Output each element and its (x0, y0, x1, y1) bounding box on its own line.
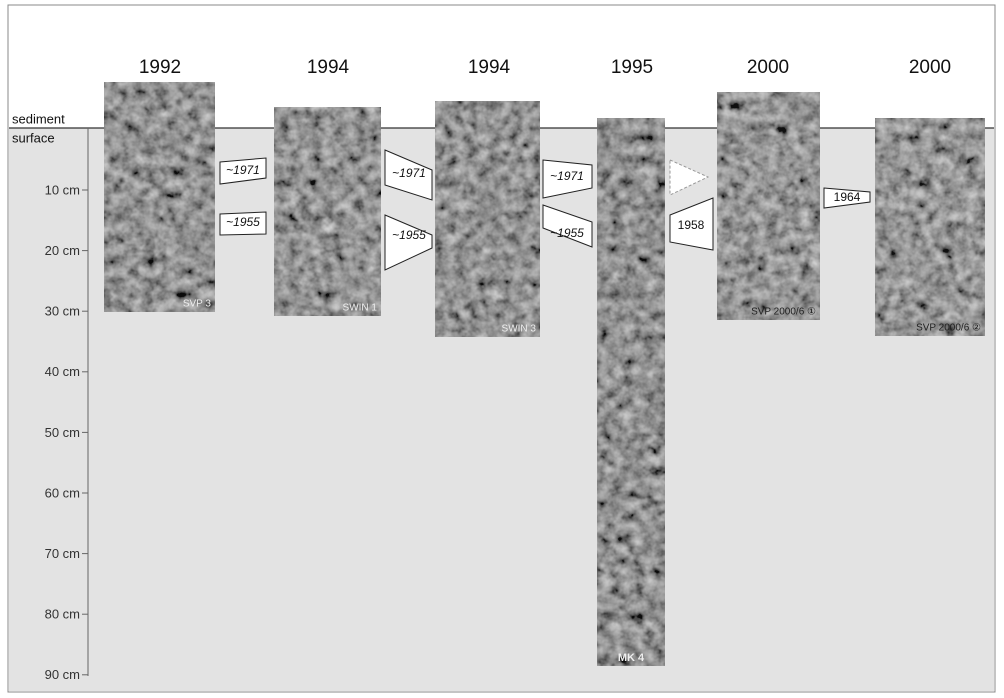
core-texture (274, 107, 381, 316)
date-label: ~1971 (392, 166, 426, 180)
core-label: MK 4 (618, 652, 645, 664)
surface-label: sediment (12, 111, 65, 126)
depth-label: 70 cm (45, 546, 80, 561)
date-label: ~1971 (226, 163, 260, 177)
core-texture (435, 101, 540, 337)
core-texture (875, 118, 985, 336)
core-label: SVP 2000/6 ② (916, 323, 981, 334)
year-label: 1992 (139, 57, 181, 78)
date-label: 1964 (834, 190, 861, 204)
year-label: 1994 (468, 57, 511, 78)
core-texture (104, 82, 215, 312)
year-label: 2000 (909, 57, 951, 78)
core-label: SVP 2000/6 ① (751, 307, 816, 318)
figure: sediment surface 10 cm 20 cm 30 cm 40 cm 50 … (0, 0, 1004, 698)
core-label: SWIN 3 (502, 324, 537, 335)
core-texture (597, 118, 665, 666)
depth-label: 10 cm (45, 182, 80, 197)
date-label: ~1955 (550, 226, 584, 240)
date-label: ~1955 (392, 228, 426, 242)
core-texture (717, 92, 820, 320)
depth-label: 90 cm (45, 667, 80, 682)
date-label: ~1971 (550, 169, 584, 183)
depth-label: 20 cm (45, 243, 80, 258)
date-label: ~1955 (226, 215, 260, 229)
year-label: 1995 (611, 57, 653, 78)
surface-label: surface (12, 130, 55, 145)
date-label: 1958 (678, 218, 705, 232)
depth-label: 80 cm (45, 607, 80, 622)
year-label: 2000 (747, 57, 789, 78)
core-label: SWIN 1 (343, 303, 378, 314)
depth-label: 60 cm (45, 485, 80, 500)
core-label: SVP 3 (183, 299, 212, 310)
year-label: 1994 (307, 57, 350, 78)
depth-label: 30 cm (45, 304, 80, 319)
depth-label: 40 cm (45, 364, 80, 379)
depth-label: 50 cm (45, 425, 80, 440)
